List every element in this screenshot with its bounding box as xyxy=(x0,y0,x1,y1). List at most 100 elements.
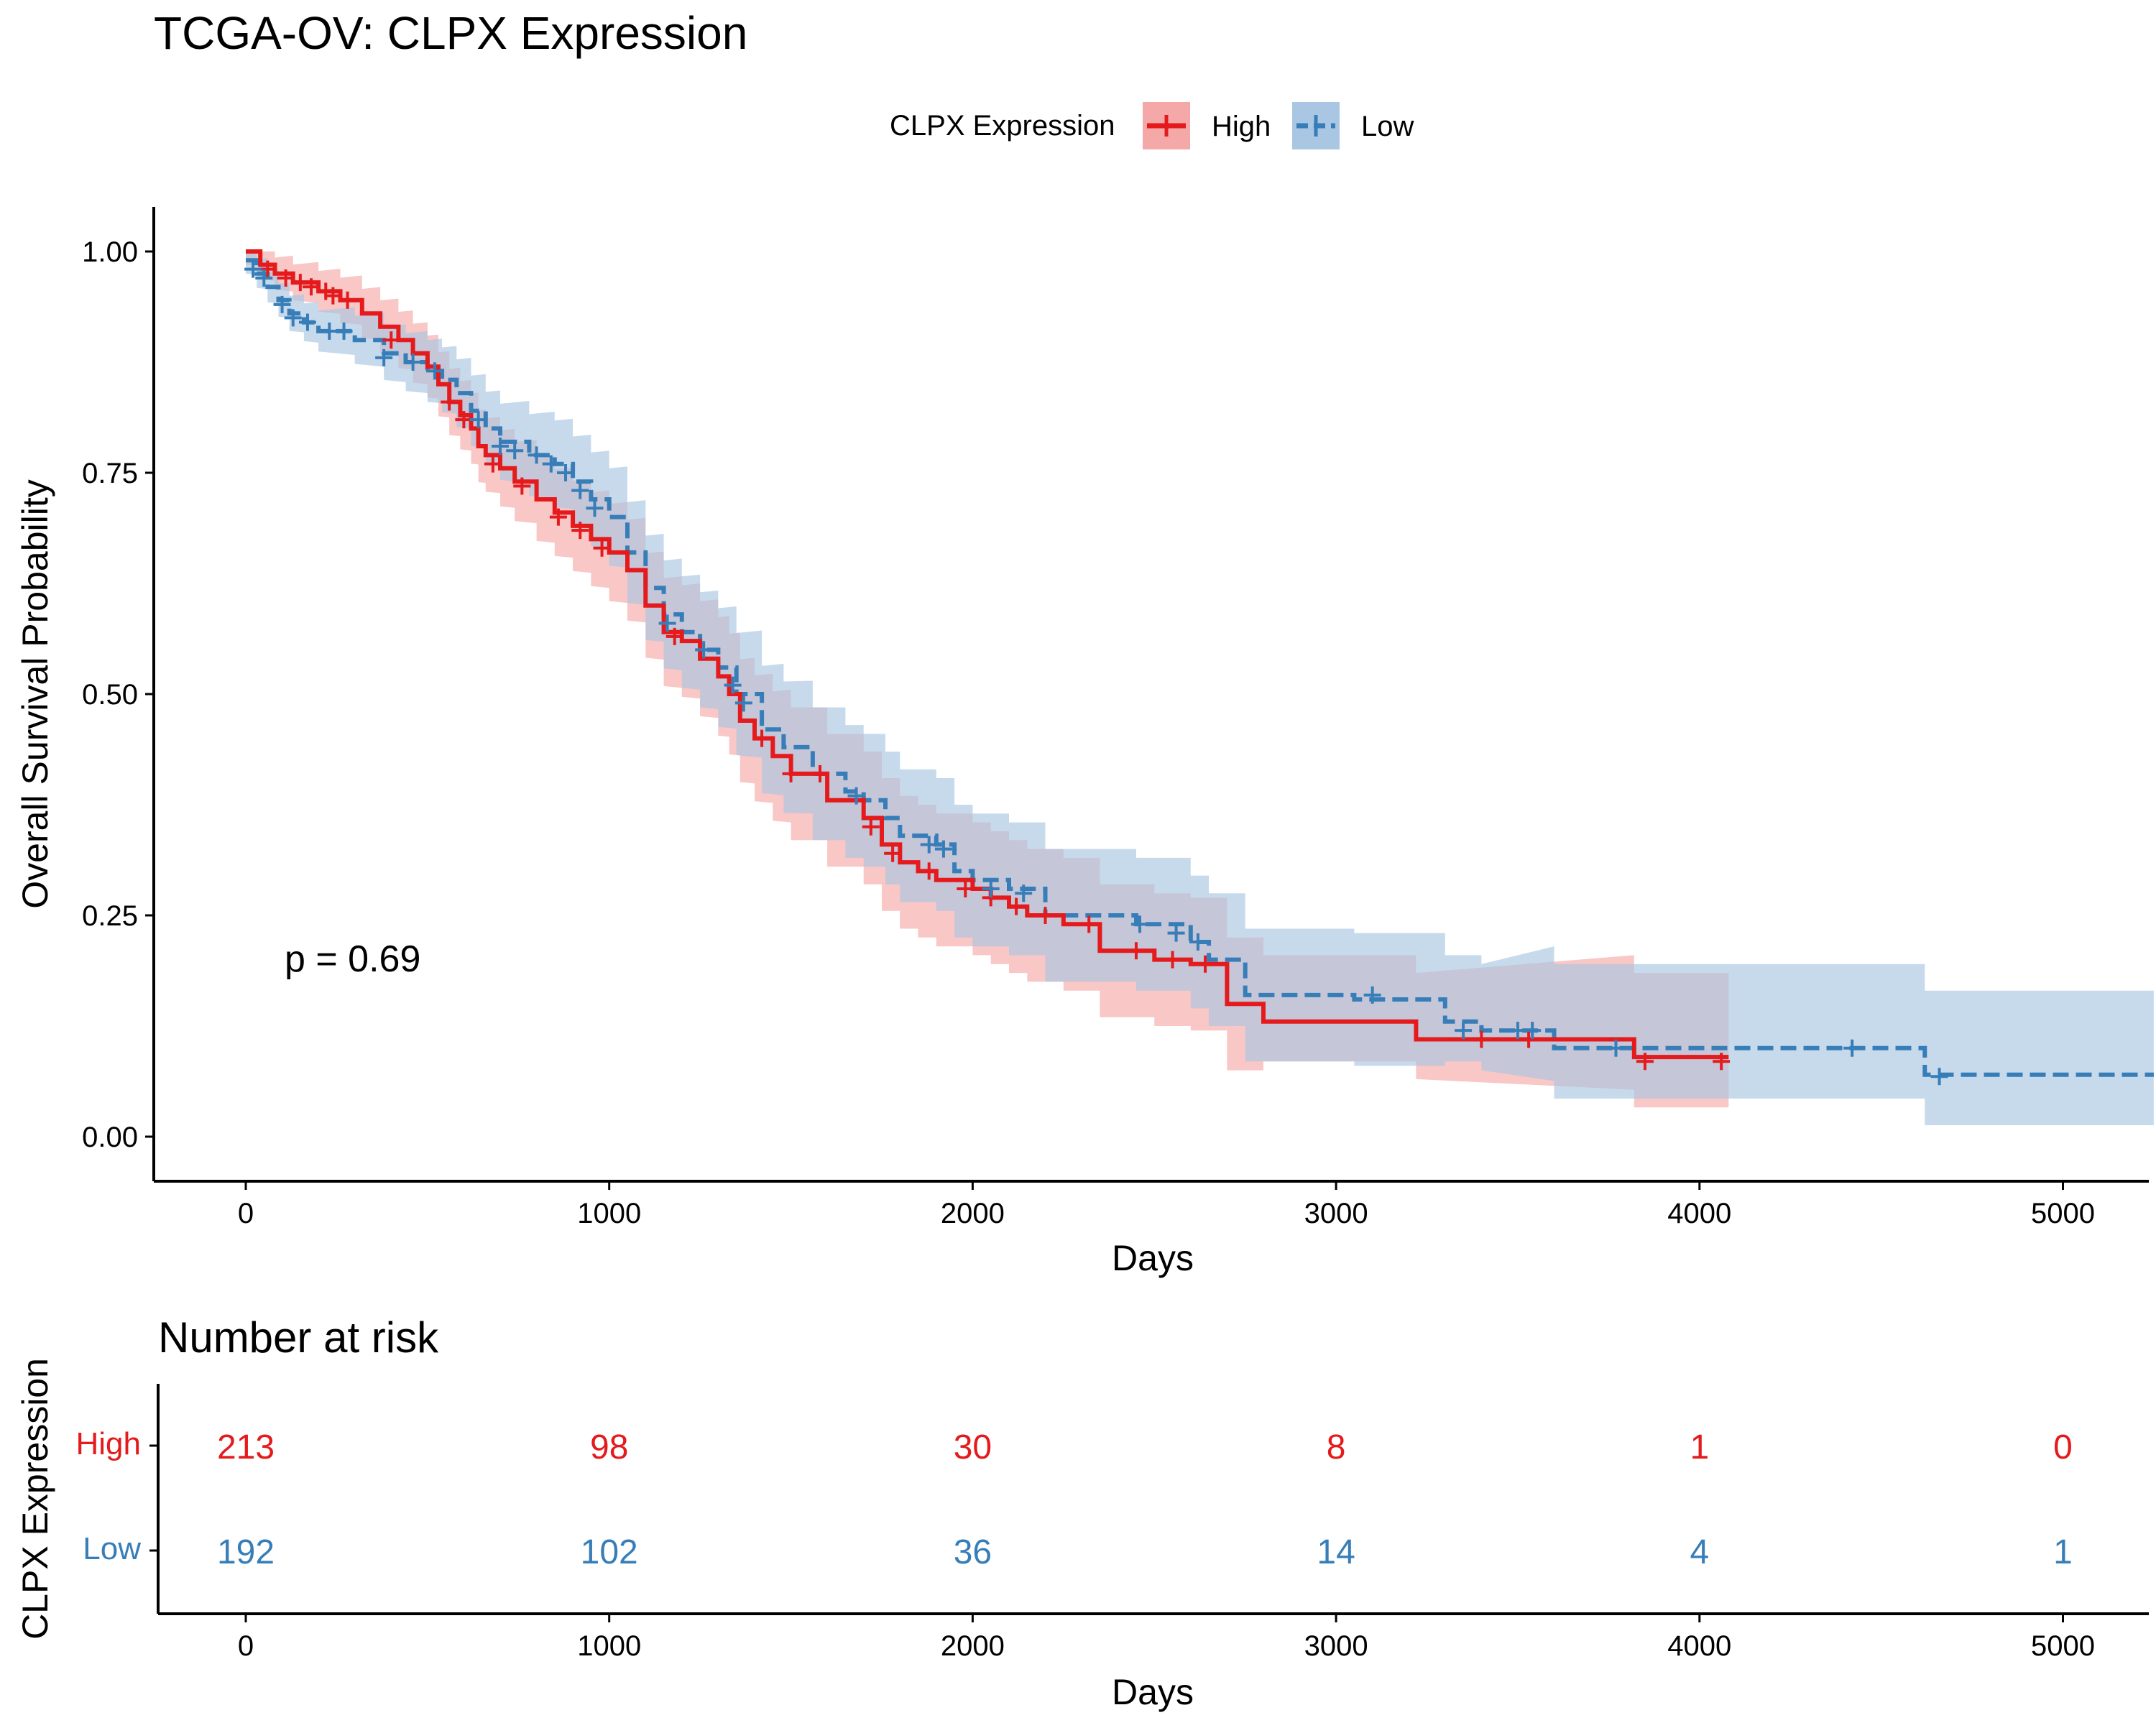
censor-mark-low-19 xyxy=(695,641,713,659)
confidence-band-low xyxy=(246,251,2154,1125)
confidence-bands xyxy=(246,251,2154,1125)
censor-mark-low-30 xyxy=(1363,986,1381,1004)
y-tick-label: 0.25 xyxy=(82,900,138,932)
risk-count-low-0: 192 xyxy=(217,1533,275,1571)
censor-mark-low-11 xyxy=(491,438,509,456)
censor-mark-low-28 xyxy=(1167,924,1185,942)
censor-mark-low-20 xyxy=(724,676,742,694)
x-tick-label: 3000 xyxy=(1304,1198,1368,1229)
censor-mark-high-0 xyxy=(259,260,277,278)
risk-table-x-ticks: 0 1000 2000 3000 4000 5000 xyxy=(238,1614,2095,1662)
risk-count-high-2000: 30 xyxy=(954,1428,992,1466)
censor-mark-high-28 xyxy=(1164,951,1181,969)
x-tick-label: 2000 xyxy=(941,1198,1005,1229)
censor-mark-high-11 xyxy=(513,477,531,495)
legend: CLPX Expression High Low xyxy=(890,102,1414,149)
x-tick-label: 5000 xyxy=(2031,1198,2095,1229)
risk-count-high-5000: 0 xyxy=(2053,1428,2073,1466)
censor-mark-high-26 xyxy=(1080,915,1098,933)
censor-mark-low-25 xyxy=(982,880,1000,898)
censor-mark-high-29 xyxy=(1197,955,1215,973)
censor-mark-high-6 xyxy=(338,291,356,309)
risk-x-tick-label: 1000 xyxy=(577,1630,641,1662)
risk-x-tick-label: 2000 xyxy=(941,1630,1005,1662)
censor-mark-high-24 xyxy=(1008,897,1026,915)
y-axis-ticks: 0.00 0.25 0.50 0.75 1.00 xyxy=(82,236,154,1153)
censor-mark-low-9 xyxy=(425,362,443,380)
censor-mark-high-12 xyxy=(549,508,567,526)
censor-mark-high-25 xyxy=(1036,907,1054,924)
censor-mark-high-32 xyxy=(1636,1053,1654,1071)
risk-x-tick-label: 4000 xyxy=(1667,1630,1731,1662)
survival-curves xyxy=(246,249,2154,1077)
risk-table-x-axis-label: Days xyxy=(1112,1672,1194,1712)
risk-row-label-low: Low xyxy=(83,1531,141,1566)
censor-mark-low-21 xyxy=(734,694,752,712)
y-tick-label: 0.00 xyxy=(82,1122,138,1153)
risk-count-low-4000: 4 xyxy=(1690,1533,1709,1571)
censor-mark-low-14 xyxy=(542,455,560,473)
y-tick-label: 0.50 xyxy=(82,679,138,711)
risk-x-tick-label: 0 xyxy=(238,1630,254,1662)
censor-mark-low-16 xyxy=(571,481,589,499)
censor-mark-low-6 xyxy=(335,322,353,340)
risk-count-high-4000: 1 xyxy=(1690,1428,1709,1466)
y-tick-label: 0.75 xyxy=(82,458,138,489)
risk-counts: 213 98 30 8 1 0 192 102 36 14 4 1 xyxy=(217,1428,2073,1571)
censor-mark-high-1 xyxy=(277,269,295,287)
censor-mark-high-15 xyxy=(665,627,683,645)
legend-title: CLPX Expression xyxy=(890,110,1115,142)
censor-mark-low-32 xyxy=(1508,1022,1526,1040)
y-axis-label: Overall Survival Probability xyxy=(15,479,55,908)
censor-mark-high-10 xyxy=(484,455,502,473)
censor-mark-low-22 xyxy=(847,787,865,805)
censor-mark-high-17 xyxy=(782,764,800,782)
censor-mark-high-22 xyxy=(957,880,975,898)
risk-count-low-3000: 14 xyxy=(1317,1533,1355,1571)
censor-mark-low-0 xyxy=(244,260,262,278)
censor-mark-low-17 xyxy=(586,499,604,517)
censor-mark-high-7 xyxy=(382,331,400,349)
p-value-annotation: p = 0.69 xyxy=(285,938,420,980)
risk-count-high-1000: 98 xyxy=(590,1428,628,1466)
survival-curve-low xyxy=(246,258,2154,1077)
censor-mark-high-5 xyxy=(324,287,342,305)
censor-mark-high-9 xyxy=(455,411,473,429)
censor-mark-low-24 xyxy=(934,840,952,858)
risk-table-title: Number at risk xyxy=(158,1313,439,1362)
censor-mark-high-3 xyxy=(303,278,321,296)
censor-mark-low-15 xyxy=(557,464,575,481)
censor-mark-low-4 xyxy=(298,313,316,331)
risk-count-high-3000: 8 xyxy=(1327,1428,1346,1466)
censor-mark-high-2 xyxy=(291,274,309,292)
censor-mark-low-7 xyxy=(375,348,393,366)
risk-count-low-1000: 102 xyxy=(581,1533,638,1571)
censor-mark-low-23 xyxy=(920,836,938,854)
censor-mark-high-30 xyxy=(1473,1030,1491,1048)
censor-mark-low-10 xyxy=(469,411,487,429)
censor-mark-high-21 xyxy=(920,862,938,880)
censor-mark-low-29 xyxy=(1189,933,1207,951)
x-tick-label: 4000 xyxy=(1667,1198,1731,1229)
censor-mark-low-31 xyxy=(1455,1022,1473,1040)
censor-mark-high-27 xyxy=(1127,942,1145,960)
censor-mark-low-27 xyxy=(1131,915,1149,933)
censor-mark-low-2 xyxy=(273,295,291,313)
risk-count-low-5000: 1 xyxy=(2053,1533,2073,1571)
censor-mark-high-33 xyxy=(1713,1053,1731,1071)
risk-count-low-2000: 36 xyxy=(954,1533,992,1571)
censor-mark-low-13 xyxy=(528,446,545,464)
censor-mark-high-18 xyxy=(811,764,829,782)
censor-mark-low-35 xyxy=(1843,1039,1861,1057)
censor-mark-high-19 xyxy=(862,818,880,836)
chart-title: TCGA-OV: CLPX Expression xyxy=(154,7,747,59)
censor-mark-low-8 xyxy=(404,354,422,371)
censor-mark-low-12 xyxy=(506,442,524,460)
censor-mark-low-34 xyxy=(1607,1039,1625,1057)
x-axis-label: Days xyxy=(1112,1238,1194,1278)
risk-x-tick-label: 5000 xyxy=(2031,1630,2095,1662)
x-tick-label: 1000 xyxy=(577,1198,641,1229)
